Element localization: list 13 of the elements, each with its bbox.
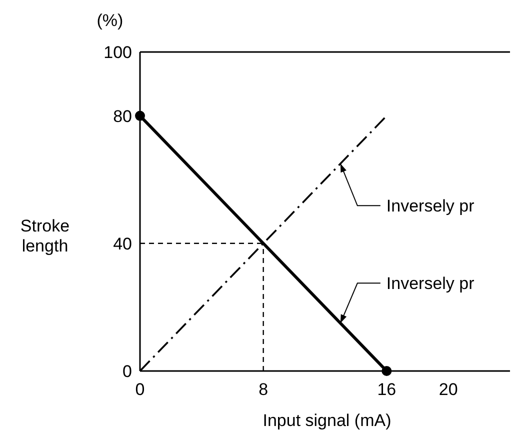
text: (%)	[96, 11, 124, 30]
x-tick-label: 16	[377, 380, 396, 399]
x-tick-label: 8	[258, 380, 268, 399]
x-tick-label: 20	[438, 380, 458, 399]
annotation: Inversely pr	[386, 274, 475, 294]
y-axis-title: Stroke length	[20, 216, 70, 256]
annotation: Inversely pr	[386, 196, 475, 216]
x-tick-label: 0	[135, 380, 145, 399]
y-tick-label: 100	[104, 43, 132, 62]
y-tick-label: 40	[113, 234, 132, 254]
x-axis-title: Input signal (mA)	[262, 411, 392, 430]
y-tick-label: 0	[122, 362, 132, 381]
y-tick-label: 80	[113, 106, 132, 126]
